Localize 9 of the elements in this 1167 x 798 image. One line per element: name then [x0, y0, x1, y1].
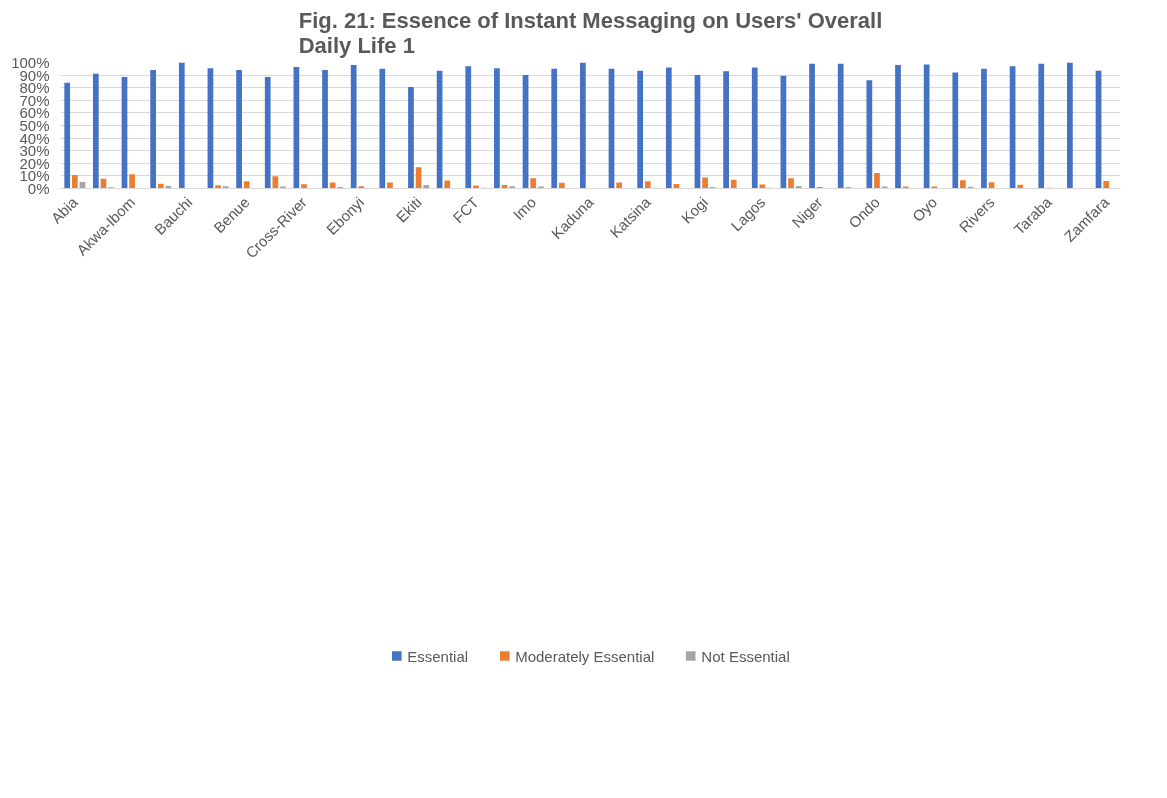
legend-label: Moderately Essential — [515, 647, 655, 665]
x-tick-label: Oyo — [908, 193, 941, 225]
legend-label: Essential — [407, 647, 469, 665]
legend-label: Not Essential — [701, 647, 790, 665]
chart-title: Fig. 21: Essence of Instant Messaging on Users' Overall Daily Life 1 — [298, 7, 883, 58]
y-tick-label: 0% — [27, 180, 50, 197]
y-tick-label: 50% — [19, 117, 50, 134]
y-tick-label: 100% — [11, 54, 50, 71]
x-tick-label: Imo — [509, 193, 540, 224]
